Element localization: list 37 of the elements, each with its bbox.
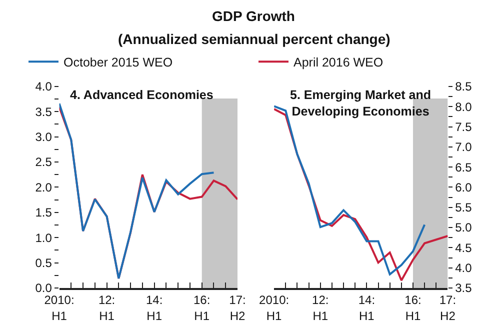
x-tick-label: 2010: H1	[44, 293, 74, 323]
legend-label: October 2015 WEO	[64, 56, 173, 70]
y-tick-label: 3.5	[35, 104, 52, 119]
chart-title: GDP Growth	[212, 8, 295, 24]
y-tick-label: 1.5	[35, 206, 52, 220]
y-tick-label: 0.0	[35, 281, 52, 296]
y-tick-label: 7.5	[455, 120, 472, 134]
chart-subtitle: (Annualized semiannual percent change)	[118, 31, 390, 47]
annotation: 5. Emerging Market and Developing Economies	[290, 88, 432, 118]
x-tick-label: 2010: H1	[259, 293, 290, 323]
y-tick-label: 3.5	[455, 281, 472, 296]
y-tick-label: 8.0	[455, 100, 472, 114]
y-tick-label: 4.5	[455, 240, 472, 255]
y-tick-label: 8.5	[455, 80, 472, 94]
y-tick-label: 3.0	[35, 130, 52, 144]
annotation: 4. Advanced Economies	[70, 88, 214, 102]
x-tick-label: 14: H1	[358, 293, 376, 323]
y-tick-label: 2.0	[35, 180, 52, 194]
x-tick-label: 16: H1	[194, 293, 210, 323]
y-tick-label: 4.0	[35, 80, 52, 94]
y-tick-label: 4.0	[455, 261, 472, 276]
y-tick-label: 6.0	[455, 180, 472, 194]
legend-label: April 2016 WEO	[294, 56, 384, 70]
x-tick-label: 17: H2	[229, 293, 246, 323]
line-series	[274, 108, 448, 282]
y-tick-label: 0.5	[35, 256, 52, 270]
y-tick-label: 7.0	[455, 140, 472, 154]
x-tick-label: 16: H1	[404, 293, 422, 323]
y-tick-label: 2.5	[35, 155, 52, 170]
x-tick-label: 17: H2	[439, 293, 456, 323]
y-tick-label: 5.5	[455, 200, 472, 215]
y-tick-label: 6.5	[455, 160, 472, 174]
x-tick-label: 12: H1	[312, 293, 329, 323]
y-tick-label: 1.0	[35, 230, 52, 245]
x-tick-label: 14: H1	[146, 293, 163, 323]
y-tick-label: 5.0	[455, 220, 472, 235]
x-tick-label: 12: H1	[98, 293, 116, 323]
